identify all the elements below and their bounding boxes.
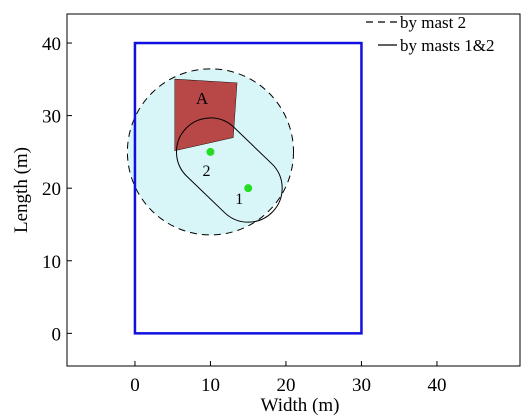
site-boundary (133, 41, 363, 335)
y-tick-label: 30 (42, 107, 61, 128)
x-tick-label: 20 (276, 375, 295, 396)
legend-masts12-label: by masts 1&2 (400, 36, 494, 55)
plot-frame (66, 13, 521, 367)
y-tick-label: 40 (42, 34, 61, 55)
legend: by mast 2 by masts 1&2 (366, 13, 494, 55)
mast-1-label: 1 (235, 191, 243, 208)
x-ticks: 0 10 20 30 40 (130, 361, 446, 396)
y-tick-label: 20 (42, 179, 61, 200)
legend-mast2-label: by mast 2 (400, 13, 466, 32)
mast-2-label: 2 (202, 163, 210, 180)
masts12-coverage-stadium (176, 117, 283, 223)
region-a-label: A (196, 89, 209, 108)
y-ticks: 0 10 20 30 40 (42, 34, 72, 345)
x-tick-label: 10 (201, 375, 220, 396)
y-axis-label: Length (m) (11, 147, 32, 233)
y-tick-label: 10 (42, 252, 61, 273)
x-tick-label: 30 (352, 375, 371, 396)
mast-1-point (244, 184, 253, 193)
y-tick-label: 0 (52, 324, 62, 345)
region-a-overlap (174, 79, 237, 151)
x-tick-label: 40 (427, 375, 446, 396)
x-tick-label: 0 (130, 375, 140, 396)
x-axis-label: Width (m) (261, 395, 340, 416)
mast-2-point (206, 147, 215, 156)
